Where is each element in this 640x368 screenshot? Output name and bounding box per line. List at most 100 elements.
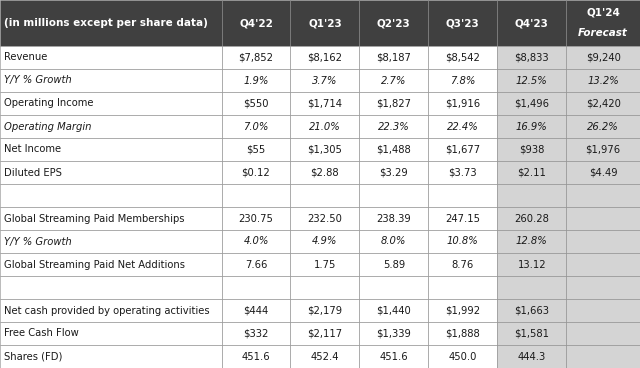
Text: $8,833: $8,833: [515, 53, 549, 63]
Bar: [0, 184, 221, 207]
Bar: [221, 299, 291, 322]
Bar: [497, 161, 566, 184]
Text: 444.3: 444.3: [518, 351, 546, 361]
Text: 2.7%: 2.7%: [381, 75, 406, 85]
Text: 260.28: 260.28: [515, 213, 549, 223]
Text: (in millions except per share data): (in millions except per share data): [4, 18, 209, 28]
Text: Y/Y % Growth: Y/Y % Growth: [4, 237, 72, 247]
Text: $8,162: $8,162: [307, 53, 342, 63]
Text: Forecast: Forecast: [578, 28, 628, 38]
Bar: [291, 253, 360, 276]
Bar: [291, 276, 360, 299]
Text: $2,179: $2,179: [307, 305, 342, 315]
Bar: [291, 345, 360, 368]
Bar: [566, 345, 640, 368]
Bar: [428, 345, 497, 368]
Text: 8.76: 8.76: [452, 259, 474, 269]
Bar: [566, 276, 640, 299]
Text: Net Income: Net Income: [4, 145, 61, 155]
Text: 12.8%: 12.8%: [516, 237, 548, 247]
Bar: [428, 230, 497, 253]
Bar: [291, 92, 360, 115]
Text: Global Streaming Paid Memberships: Global Streaming Paid Memberships: [4, 213, 185, 223]
Bar: [497, 69, 566, 92]
Bar: [428, 184, 497, 207]
Bar: [0, 230, 221, 253]
Bar: [428, 299, 497, 322]
Bar: [360, 184, 428, 207]
Text: $1,440: $1,440: [376, 305, 412, 315]
Bar: [0, 115, 221, 138]
Bar: [0, 69, 221, 92]
Text: $1,305: $1,305: [307, 145, 342, 155]
Text: 8.0%: 8.0%: [381, 237, 406, 247]
Bar: [221, 69, 291, 92]
Text: 16.9%: 16.9%: [516, 121, 548, 131]
Bar: [497, 276, 566, 299]
Bar: [360, 207, 428, 230]
Text: 232.50: 232.50: [307, 213, 342, 223]
Text: $1,663: $1,663: [514, 305, 549, 315]
Bar: [291, 138, 360, 161]
Bar: [497, 0, 566, 46]
Bar: [428, 46, 497, 69]
Text: Operating Margin: Operating Margin: [4, 121, 92, 131]
Text: 452.4: 452.4: [310, 351, 339, 361]
Text: $1,339: $1,339: [376, 329, 412, 339]
Text: 5.89: 5.89: [383, 259, 405, 269]
Text: 22.3%: 22.3%: [378, 121, 410, 131]
Text: Free Cash Flow: Free Cash Flow: [4, 329, 79, 339]
Bar: [221, 207, 291, 230]
Bar: [221, 345, 291, 368]
Text: Diluted EPS: Diluted EPS: [4, 167, 62, 177]
Bar: [497, 184, 566, 207]
Bar: [221, 46, 291, 69]
Text: Y/Y % Growth: Y/Y % Growth: [4, 75, 72, 85]
Text: $550: $550: [243, 99, 269, 109]
Bar: [0, 161, 221, 184]
Bar: [428, 138, 497, 161]
Bar: [566, 46, 640, 69]
Bar: [428, 115, 497, 138]
Bar: [428, 92, 497, 115]
Bar: [360, 0, 428, 46]
Text: 1.9%: 1.9%: [243, 75, 269, 85]
Bar: [566, 322, 640, 345]
Bar: [566, 161, 640, 184]
Bar: [497, 115, 566, 138]
Bar: [291, 69, 360, 92]
Text: $3.73: $3.73: [449, 167, 477, 177]
Bar: [360, 299, 428, 322]
Text: $1,976: $1,976: [586, 145, 621, 155]
Text: 451.6: 451.6: [380, 351, 408, 361]
Bar: [566, 253, 640, 276]
Bar: [360, 115, 428, 138]
Text: $8,187: $8,187: [376, 53, 412, 63]
Bar: [566, 0, 640, 46]
Bar: [291, 299, 360, 322]
Bar: [291, 161, 360, 184]
Text: 12.5%: 12.5%: [516, 75, 548, 85]
Bar: [360, 46, 428, 69]
Bar: [360, 322, 428, 345]
Text: $1,916: $1,916: [445, 99, 481, 109]
Text: Q4'22: Q4'22: [239, 18, 273, 28]
Bar: [221, 92, 291, 115]
Text: 7.8%: 7.8%: [450, 75, 476, 85]
Text: Operating Income: Operating Income: [4, 99, 94, 109]
Text: $2.11: $2.11: [517, 167, 546, 177]
Text: $1,496: $1,496: [514, 99, 549, 109]
Bar: [0, 345, 221, 368]
Bar: [360, 138, 428, 161]
Bar: [0, 253, 221, 276]
Bar: [360, 92, 428, 115]
Text: Q3'23: Q3'23: [446, 18, 479, 28]
Bar: [428, 0, 497, 46]
Text: 13.12: 13.12: [517, 259, 546, 269]
Bar: [221, 230, 291, 253]
Text: Q4'23: Q4'23: [515, 18, 548, 28]
Text: $1,581: $1,581: [514, 329, 549, 339]
Bar: [566, 92, 640, 115]
Text: 26.2%: 26.2%: [588, 121, 619, 131]
Bar: [566, 184, 640, 207]
